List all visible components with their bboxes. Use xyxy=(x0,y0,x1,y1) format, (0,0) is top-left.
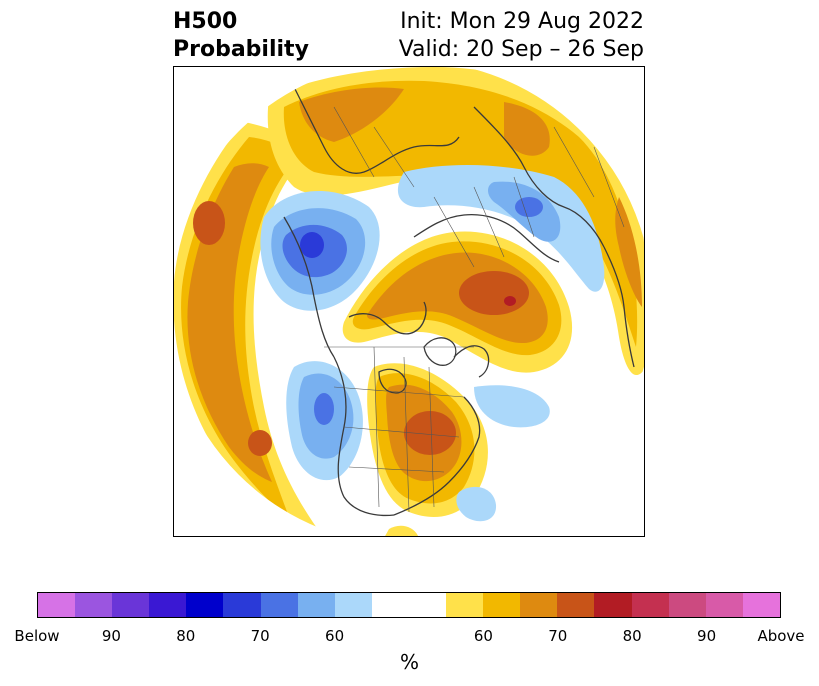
colorbar-tick-label: 70 xyxy=(548,627,568,645)
title-h500: H500 xyxy=(173,9,238,34)
colorbar-segment xyxy=(631,593,669,617)
colorbar-segment xyxy=(38,593,76,617)
colorbar-segment xyxy=(668,593,706,617)
above-normal-east-na xyxy=(367,363,488,536)
colorbar-segment xyxy=(408,593,447,617)
colorbar-segment xyxy=(520,593,558,617)
colorbar-tick-label: Above xyxy=(757,627,805,645)
colorbar-tick-label: 80 xyxy=(622,627,642,645)
map-disc xyxy=(174,67,644,536)
colorbar-tick-labels: Below 90 80 70 60 60 70 80 90 Above xyxy=(0,627,819,647)
date-block: Init: Mon 29 Aug 2022 Valid: 20 Sep – 26… xyxy=(399,8,644,64)
colorbar-tick-label: Below xyxy=(14,627,60,645)
map-panel xyxy=(173,66,645,537)
colorbar-segment xyxy=(223,593,261,617)
colorbar-segment xyxy=(557,593,595,617)
colorbar-tick-label: 90 xyxy=(697,627,717,645)
below-normal-west-na xyxy=(260,190,380,311)
colorbar-segment xyxy=(75,593,113,617)
colorbar-segment xyxy=(186,593,224,617)
init-date: Init: Mon 29 Aug 2022 xyxy=(400,9,644,34)
colorbar-tick-label: 70 xyxy=(250,627,270,645)
colorbar-segment xyxy=(149,593,187,617)
colorbar-segment xyxy=(334,593,372,617)
colorbar-segment xyxy=(260,593,298,617)
above-normal-central xyxy=(342,231,573,373)
colorbar-tick-label: 90 xyxy=(101,627,121,645)
valid-range: Valid: 20 Sep – 26 Sep xyxy=(398,37,644,62)
below-normal-arctic xyxy=(397,165,605,292)
colorbar-segment xyxy=(742,593,780,617)
colorbar xyxy=(37,592,781,618)
colorbar-tick-label: 80 xyxy=(176,627,196,645)
below-normal-south xyxy=(286,361,550,522)
title-block: H500 Probability xyxy=(173,8,309,64)
colorbar-segment xyxy=(594,593,632,617)
colorbar-tick-label: 60 xyxy=(473,627,493,645)
title-probability: Probability xyxy=(173,37,309,62)
borders xyxy=(324,106,625,513)
above-normal-north xyxy=(267,67,644,375)
colorbar-segment xyxy=(705,593,743,617)
probability-map xyxy=(174,67,644,536)
colorbar-unit-label: % xyxy=(399,650,419,674)
colorbar-segment xyxy=(297,593,335,617)
colorbar-segment xyxy=(446,593,484,617)
colorbar-segment xyxy=(371,593,409,617)
colorbar-tick-label: 60 xyxy=(325,627,345,645)
colorbar-segment xyxy=(112,593,150,617)
colorbar-segment xyxy=(483,593,521,617)
coastlines xyxy=(283,86,635,517)
above-normal-west xyxy=(174,122,324,536)
